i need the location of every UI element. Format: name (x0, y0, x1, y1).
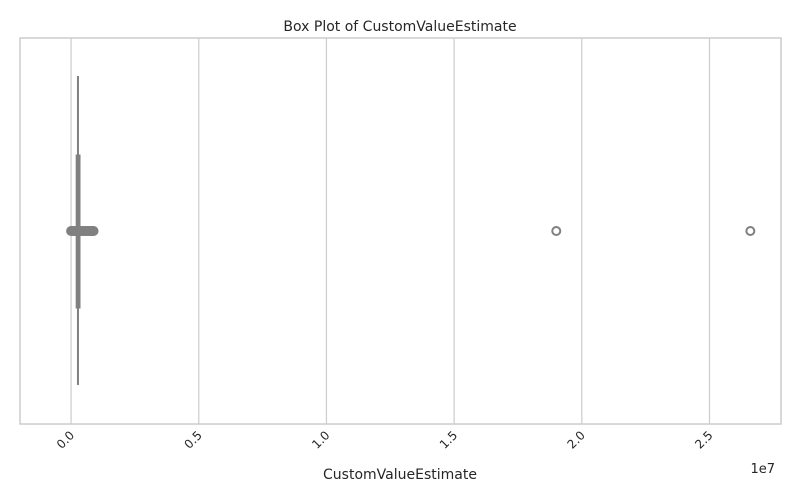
x-offset-label: 1e7 (750, 462, 775, 477)
outlier-point-3 (551, 226, 562, 236)
outlier-point-4 (745, 226, 756, 236)
x-axis-label: CustomValueEstimate (323, 467, 477, 483)
outlier-point-2 (88, 226, 99, 236)
plot-frame (19, 37, 782, 425)
grid-lines (70, 38, 711, 424)
box-plot (66, 76, 756, 385)
chart-title: Box Plot of CustomValueEstimate (283, 19, 516, 35)
